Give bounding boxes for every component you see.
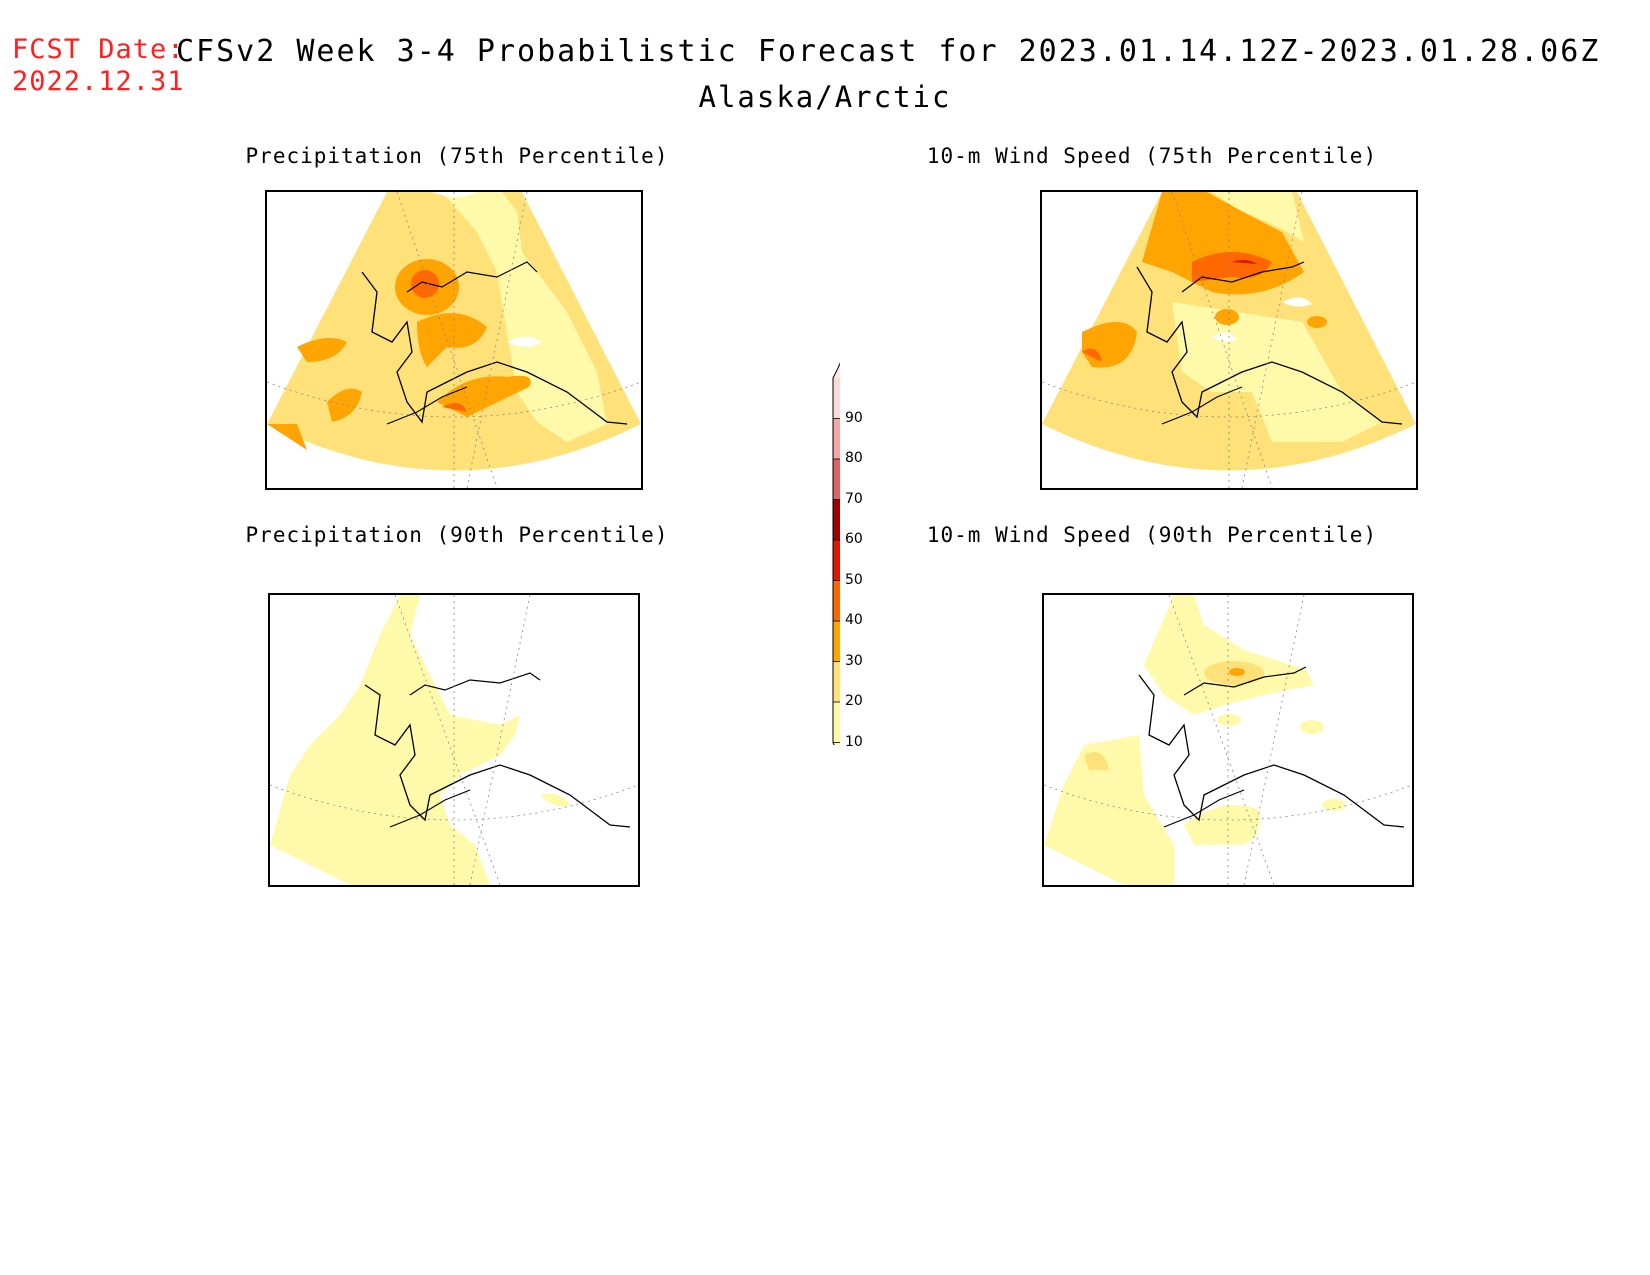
- colorbar-tick-label: 20: [845, 693, 863, 709]
- colorbar-swatch: [833, 499, 845, 540]
- colorbar-tick-label: 40: [845, 612, 863, 628]
- map-wind-75: [1040, 190, 1418, 490]
- map-precip-75: [265, 190, 643, 490]
- colorbar-swatch: [833, 661, 845, 702]
- fcst-label: FCST Date:: [12, 34, 185, 65]
- map-precip-90: [268, 593, 640, 887]
- region-title: Alaska/Arctic: [698, 80, 952, 114]
- colorbar-swatch: [833, 418, 845, 459]
- colorbar-tick-label: 70: [845, 490, 863, 507]
- colorbar-swatch: [833, 378, 845, 419]
- colorbar-tick-label: 60: [845, 531, 863, 547]
- colorbar-swatch: [833, 621, 845, 662]
- panel-title-precip75: Precipitation (75th Percentile): [245, 144, 669, 168]
- fcst-date: 2022.12.31: [12, 66, 185, 97]
- colorbar-swatches: [832, 349, 846, 783]
- colorbar-swatch: [833, 459, 845, 500]
- colorbar-tick-label: 10: [845, 733, 863, 750]
- colorbar-tick-label: 80: [845, 450, 863, 466]
- colorbar-tick-label: 30: [845, 652, 863, 669]
- colorbar-tick-label: 90: [845, 409, 863, 426]
- panel-title-precip90: Precipitation (90th Percentile): [245, 523, 669, 547]
- forecast-date-label: FCST Date: 2022.12.31: [12, 34, 185, 98]
- colorbar-swatch: [833, 702, 845, 743]
- colorbar-swatch: [833, 580, 845, 621]
- panel-title-wind90: 10-m Wind Speed (90th Percentile): [926, 523, 1378, 547]
- colorbar-top-cap: [833, 350, 845, 378]
- panel-title-wind75: 10-m Wind Speed (75th Percentile): [926, 144, 1378, 168]
- colorbar-tick-label: 50: [845, 571, 863, 588]
- map-wind-90: [1042, 593, 1414, 887]
- colorbar-legend: 90 80 70 60 50 40 30 20 10: [800, 330, 863, 783]
- colorbar-swatch: [833, 540, 845, 581]
- page-title: CFSv2 Week 3-4 Probabilistic Forecast fo…: [176, 34, 1601, 69]
